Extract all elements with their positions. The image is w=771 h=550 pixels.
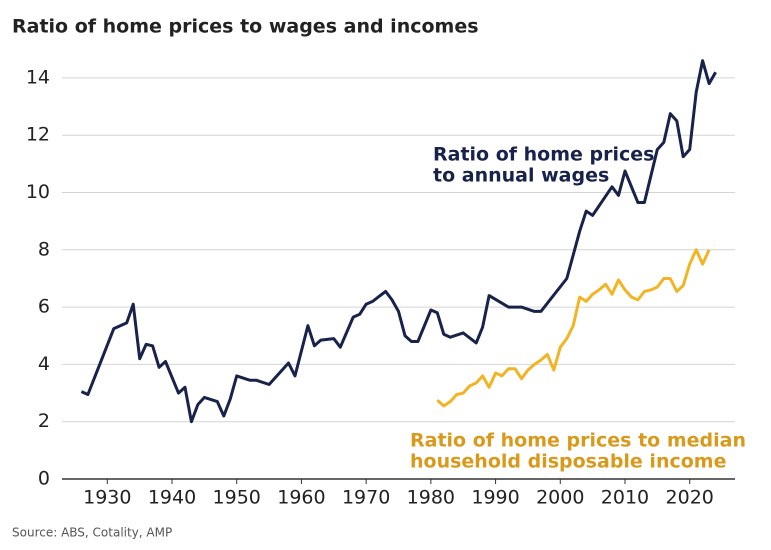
y-tick-label: 4	[38, 353, 50, 375]
x-tick-label: 1950	[213, 487, 261, 509]
series-line	[436, 248, 711, 408]
annotation: Ratio of home prices	[433, 144, 654, 166]
x-tick-label: 1960	[277, 487, 325, 509]
x-tick-label: 1990	[471, 487, 519, 509]
annotation: Ratio of home prices to median	[410, 430, 746, 452]
y-tick-label: 12	[26, 124, 50, 146]
x-tick-label: 1940	[148, 487, 196, 509]
annotation: to annual wages	[433, 165, 609, 187]
y-tick-label: 10	[26, 181, 50, 203]
y-tick-label: 8	[38, 238, 50, 260]
x-tick-label: 2020	[666, 487, 714, 509]
source: Source: ABS, Cotality, AMP	[12, 526, 172, 540]
x-tick-label: 1930	[83, 487, 131, 509]
series-line	[80, 59, 717, 424]
x-tick-label: 1980	[407, 487, 455, 509]
x-tick-label: 2010	[601, 487, 649, 509]
x-tick-label: 2000	[536, 487, 584, 509]
y-tick-label: 14	[26, 66, 50, 88]
y-tick-label: 2	[38, 410, 50, 432]
x-tick-label: 1970	[342, 487, 390, 509]
annotation: household disposable income	[410, 451, 726, 473]
y-tick-label: 6	[38, 296, 50, 318]
chart-title: Ratio of home prices to wages and income…	[12, 16, 479, 38]
y-tick-label: 0	[38, 468, 50, 490]
